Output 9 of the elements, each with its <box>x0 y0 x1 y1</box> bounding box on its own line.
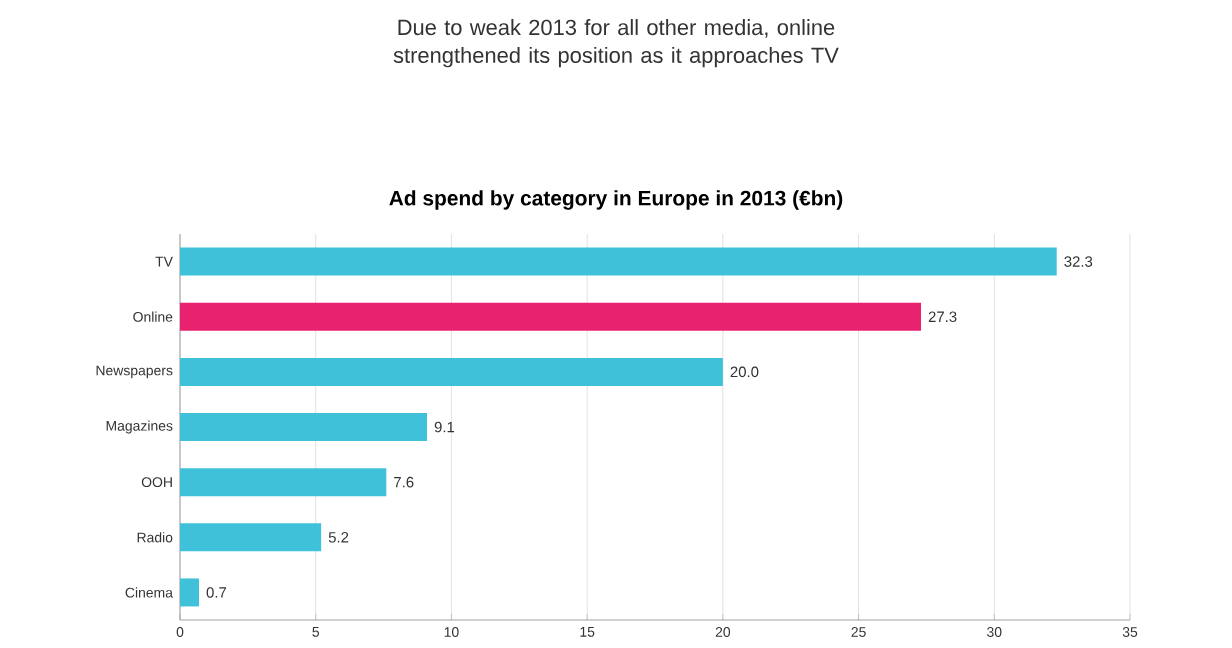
bar <box>180 468 387 497</box>
bar <box>180 357 723 386</box>
bar <box>180 578 199 607</box>
chart-subtitle: Ad spend by category in Europe in 2013 (€bn) <box>389 190 843 210</box>
bar <box>180 413 428 442</box>
bar <box>180 247 1057 276</box>
bar <box>180 302 922 331</box>
bar <box>180 523 322 552</box>
chart-title: Due to weak 2013 for all other media, online strengthened its position as it approaches TV <box>393 19 839 68</box>
